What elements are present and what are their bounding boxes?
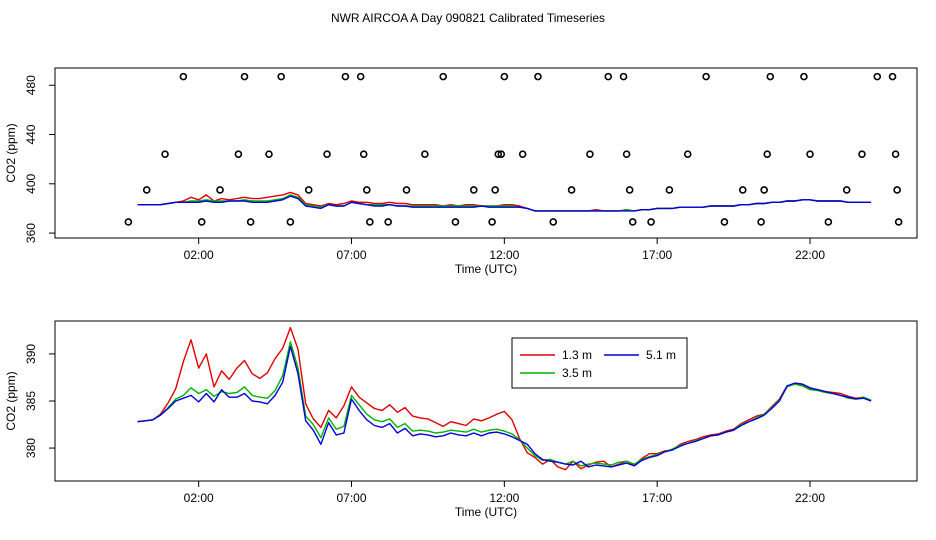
calibration-point — [323, 150, 331, 159]
calibration-point — [362, 186, 371, 194]
calibration-point — [800, 72, 808, 81]
series-5-1m-line — [137, 345, 872, 468]
y-tick-label: 380 — [24, 438, 38, 458]
calibration-point — [246, 218, 255, 226]
calibration-point — [451, 218, 460, 226]
calibration-point — [763, 150, 772, 159]
calibrated-timeseries-panel: 02:00 07:00 12:00 17:00 22:00 360 400 440 480 Tim… — [4, 67, 918, 276]
x-tick-label: 12:00 — [489, 491, 519, 505]
x-tick-label: 07:00 — [336, 248, 366, 262]
calibration-point — [891, 150, 900, 159]
plot-frame — [54, 67, 918, 239]
legend-box — [511, 337, 688, 389]
x-tick-label: 22:00 — [795, 248, 825, 262]
x-tick-label: 02:00 — [184, 491, 214, 505]
calibration-point — [625, 186, 634, 194]
y-tick-label: 385 — [24, 391, 38, 411]
calibration-point — [518, 150, 527, 159]
calibration-point — [469, 186, 478, 194]
calibration-point — [277, 72, 285, 81]
x-tick-label: 12:00 — [489, 248, 519, 262]
calibration-point — [702, 72, 710, 81]
calibration-point — [534, 72, 542, 81]
calibration-point — [894, 218, 903, 226]
x-axis-label: Time (UTC) — [455, 505, 517, 519]
x-tick-label: 02:00 — [184, 248, 214, 262]
legend-label: 1.3 m — [562, 348, 592, 362]
calibration-point — [240, 72, 249, 81]
calibration-point — [604, 72, 613, 81]
series-5-1m-line — [137, 195, 872, 212]
x-tick-label: 17:00 — [642, 248, 672, 262]
calibration-point — [179, 72, 188, 81]
legend-label: 5.1 m — [646, 348, 676, 362]
calibration-point — [439, 72, 448, 81]
calibration-point — [757, 218, 765, 226]
series-1-3m-line — [137, 326, 872, 471]
calibration-point — [586, 150, 594, 159]
x-axis-label: Time (UTC) — [455, 262, 517, 276]
calibration-point — [720, 218, 729, 226]
calibration-point — [628, 218, 637, 226]
y-tick-label: 400 — [24, 173, 38, 193]
calibration-point — [359, 150, 368, 159]
calibration-point — [888, 72, 897, 81]
calibration-point — [384, 218, 392, 226]
calibration-point — [873, 72, 882, 81]
calibration-point — [197, 218, 206, 226]
x-tick-label: 22:00 — [795, 491, 825, 505]
figure-title: NWR AIRCOA A Day 090821 Calibrated Times… — [331, 11, 605, 25]
calibration-point — [366, 218, 374, 226]
calibration-point — [161, 150, 169, 159]
calibration-point — [124, 218, 133, 226]
calibration-point — [683, 150, 692, 159]
calibration-point — [824, 218, 833, 226]
calibration-point — [494, 150, 503, 159]
calibration-point — [304, 186, 313, 194]
calibration-point — [402, 186, 411, 194]
legend-label: 3.5 m — [562, 366, 592, 380]
calibration-point — [356, 72, 365, 81]
calibration-point — [665, 186, 674, 194]
calibration-point — [500, 72, 509, 81]
y-axis-label: CO2 (ppm) — [4, 123, 18, 182]
y-tick-label: 440 — [24, 124, 38, 144]
y-tick-label: 360 — [24, 223, 38, 243]
calibration-point — [893, 186, 901, 194]
calibration-point — [421, 150, 429, 159]
calibration-point — [216, 186, 224, 194]
calibration-point — [738, 186, 747, 194]
calibration-point — [497, 150, 506, 159]
calibration-point — [806, 150, 814, 159]
calibration-point — [234, 150, 243, 159]
plot-frame — [54, 320, 918, 482]
calibration-point — [142, 186, 151, 194]
series-3-5m-line — [137, 341, 872, 467]
calibration-point — [488, 218, 496, 226]
x-tick-label: 17:00 — [642, 491, 672, 505]
calibration-point — [567, 186, 576, 194]
calibration-point — [760, 186, 768, 194]
calibration-point — [341, 72, 350, 81]
legend: 1.3 m 3.5 m 5.1 m — [511, 337, 688, 389]
calibration-point — [286, 218, 295, 226]
y-tick-label: 480 — [24, 75, 38, 95]
co2-profile-panel: 02:00 07:00 12:00 17:00 22:00 380 385 390 Time (… — [4, 320, 918, 519]
calibration-point — [842, 186, 851, 194]
calibration-point — [858, 150, 866, 159]
calibration-point — [622, 150, 631, 159]
y-tick-label: 390 — [24, 344, 38, 364]
calibration-point — [766, 72, 775, 81]
x-tick-label: 07:00 — [336, 491, 366, 505]
calibration-point — [619, 72, 628, 81]
calibration-point — [491, 186, 499, 194]
calibration-point — [265, 150, 273, 159]
y-axis-label: CO2 (ppm) — [4, 371, 18, 430]
calibration-point — [647, 218, 655, 226]
calibration-point — [549, 218, 558, 226]
